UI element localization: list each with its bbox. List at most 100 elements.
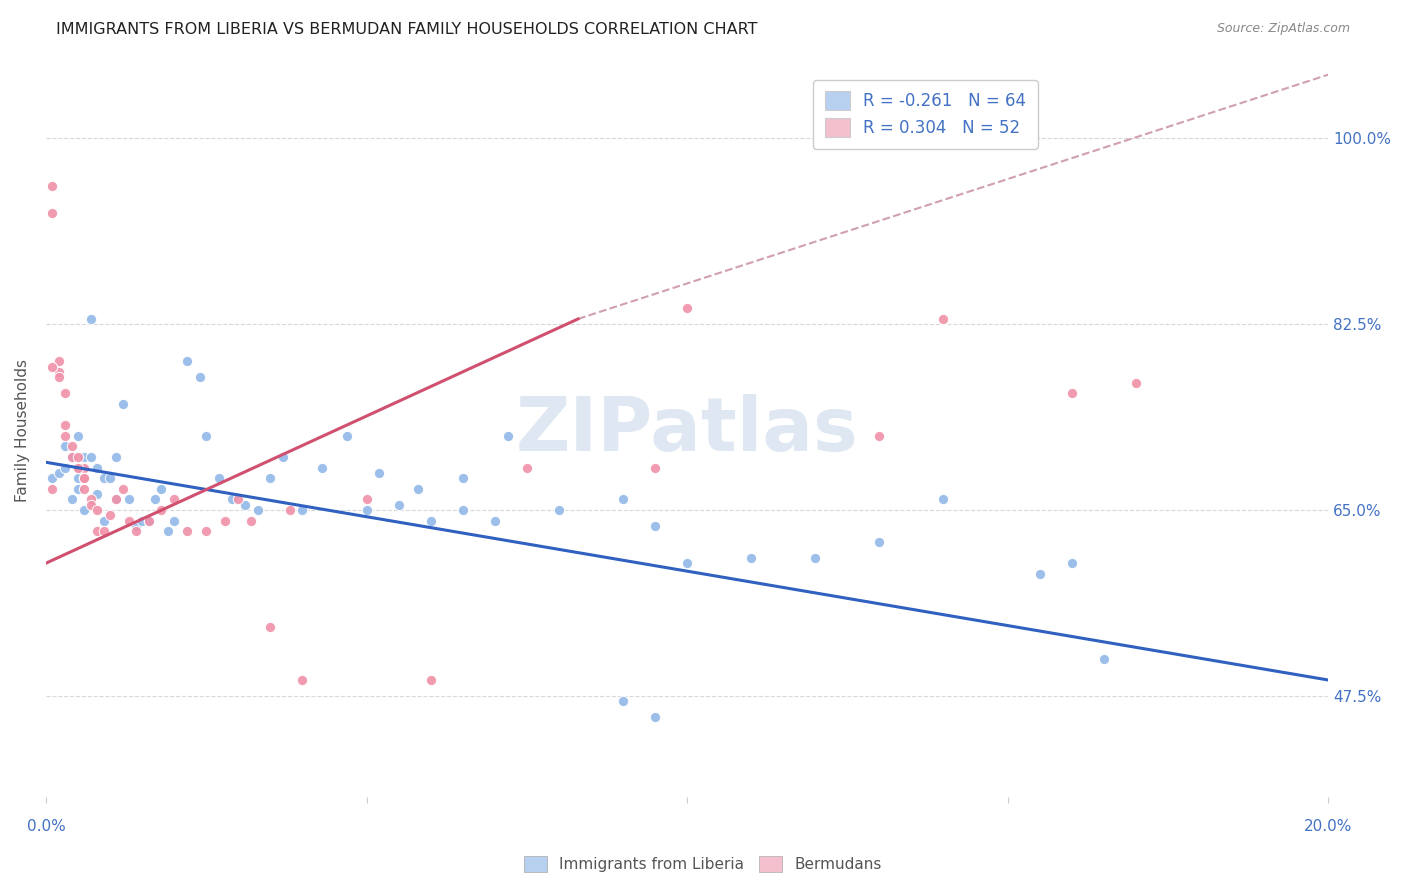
- Point: [336, 428, 359, 442]
- Point: [156, 524, 179, 539]
- Point: [41, 482, 63, 496]
- Point: [271, 450, 294, 464]
- Point: [419, 673, 441, 687]
- Point: [80, 492, 103, 507]
- Point: [111, 397, 134, 411]
- Point: [278, 503, 301, 517]
- Point: [188, 370, 211, 384]
- Point: [53, 439, 76, 453]
- Point: [644, 710, 666, 724]
- Point: [1028, 566, 1050, 581]
- Point: [53, 418, 76, 433]
- Point: [1060, 556, 1083, 570]
- Point: [644, 460, 666, 475]
- Point: [73, 503, 96, 517]
- Point: [48, 466, 70, 480]
- Point: [214, 514, 236, 528]
- Point: [195, 524, 218, 539]
- Point: [66, 428, 89, 442]
- Point: [73, 482, 96, 496]
- Point: [111, 482, 134, 496]
- Point: [125, 524, 148, 539]
- Point: [419, 514, 441, 528]
- Point: [612, 694, 634, 708]
- Point: [291, 503, 314, 517]
- Point: [93, 524, 115, 539]
- Text: Source: ZipAtlas.com: Source: ZipAtlas.com: [1216, 22, 1350, 36]
- Point: [676, 556, 699, 570]
- Point: [868, 535, 890, 549]
- Point: [73, 460, 96, 475]
- Legend: Immigrants from Liberia, Bermudans: Immigrants from Liberia, Bermudans: [516, 848, 890, 880]
- Point: [60, 492, 83, 507]
- Text: 0.0%: 0.0%: [27, 819, 65, 834]
- Point: [233, 498, 256, 512]
- Point: [516, 460, 538, 475]
- Point: [73, 471, 96, 485]
- Point: [291, 673, 314, 687]
- Point: [86, 460, 108, 475]
- Point: [93, 514, 115, 528]
- Point: [66, 471, 89, 485]
- Point: [387, 498, 409, 512]
- Point: [868, 428, 890, 442]
- Point: [163, 514, 186, 528]
- Point: [547, 503, 569, 517]
- Point: [612, 492, 634, 507]
- Point: [73, 450, 96, 464]
- Point: [150, 482, 173, 496]
- Point: [105, 492, 128, 507]
- Text: IMMIGRANTS FROM LIBERIA VS BERMUDAN FAMILY HOUSEHOLDS CORRELATION CHART: IMMIGRANTS FROM LIBERIA VS BERMUDAN FAMI…: [56, 22, 758, 37]
- Point: [311, 460, 333, 475]
- Point: [356, 503, 378, 517]
- Point: [48, 354, 70, 368]
- Point: [93, 471, 115, 485]
- Point: [118, 514, 141, 528]
- Point: [98, 508, 121, 523]
- Point: [66, 450, 89, 464]
- Point: [1092, 652, 1115, 666]
- Point: [118, 492, 141, 507]
- Point: [676, 301, 699, 316]
- Text: 20.0%: 20.0%: [1303, 819, 1353, 834]
- Point: [66, 482, 89, 496]
- Point: [1125, 376, 1147, 390]
- Point: [80, 498, 103, 512]
- Point: [60, 450, 83, 464]
- Point: [86, 503, 108, 517]
- Point: [240, 514, 263, 528]
- Point: [80, 312, 103, 326]
- Point: [496, 428, 519, 442]
- Point: [143, 492, 166, 507]
- Point: [932, 492, 955, 507]
- Point: [451, 503, 474, 517]
- Point: [53, 386, 76, 401]
- Point: [41, 471, 63, 485]
- Point: [73, 471, 96, 485]
- Point: [150, 503, 173, 517]
- Point: [98, 471, 121, 485]
- Point: [208, 471, 231, 485]
- Point: [259, 471, 281, 485]
- Point: [48, 370, 70, 384]
- Point: [138, 514, 160, 528]
- Point: [226, 492, 249, 507]
- Point: [131, 514, 153, 528]
- Point: [221, 492, 243, 507]
- Point: [48, 365, 70, 379]
- Point: [406, 482, 429, 496]
- Point: [105, 450, 128, 464]
- Point: [53, 428, 76, 442]
- Point: [41, 359, 63, 374]
- Point: [932, 312, 955, 326]
- Point: [368, 466, 391, 480]
- Point: [60, 439, 83, 453]
- Point: [246, 503, 269, 517]
- Point: [80, 450, 103, 464]
- Point: [176, 524, 198, 539]
- Point: [804, 550, 827, 565]
- Point: [195, 428, 218, 442]
- Point: [451, 471, 474, 485]
- Point: [105, 492, 128, 507]
- Point: [484, 514, 506, 528]
